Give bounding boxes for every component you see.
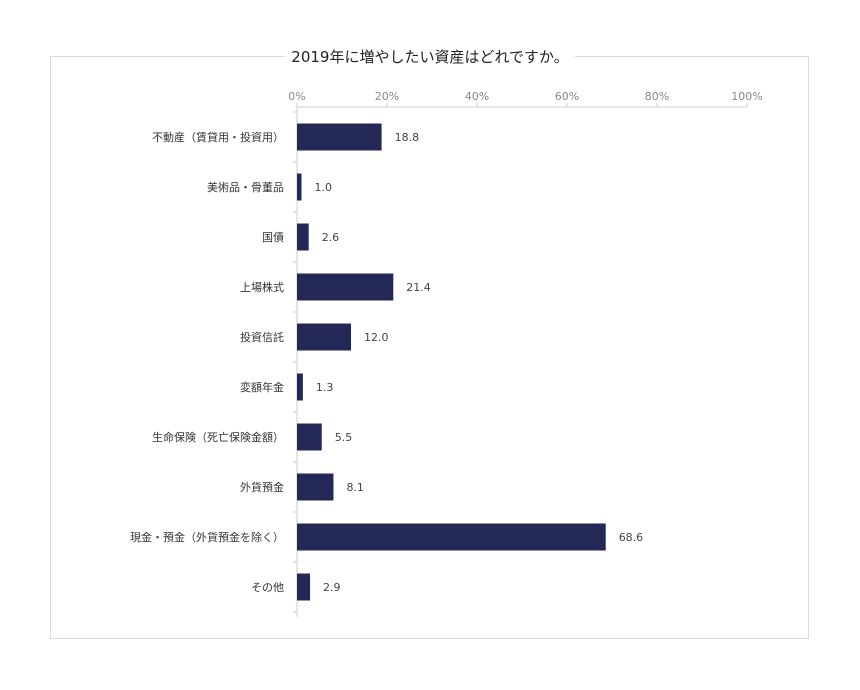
- data-label: 8.1: [346, 481, 364, 494]
- labels-layer: 不動産（賃貸用・投資用） 18.8 美術品・骨董品 1.0 国債 2.6 上場株式 21.4 投…: [130, 130, 643, 594]
- chart-title-text: 2019年に増やしたい資産はどれですか。: [285, 48, 575, 66]
- bars-layer: [297, 123, 606, 601]
- data-label: 2.6: [322, 231, 340, 244]
- bar: [297, 123, 382, 151]
- data-label: 21.4: [406, 281, 431, 294]
- x-tick-label: 0%: [288, 90, 305, 103]
- category-label: 投資信託: [240, 330, 284, 344]
- category-label: 外貨預金: [240, 480, 284, 494]
- axis-layer: 0% 20% 40% 60% 80% 100%: [288, 90, 763, 617]
- chart-title: 2019年に増やしたい資産はどれですか。: [0, 46, 860, 68]
- category-label: 不動産（賃貸用・投資用）: [152, 130, 284, 144]
- x-tick-label: 40%: [465, 90, 489, 103]
- x-tick-label: 100%: [731, 90, 762, 103]
- bar: [297, 223, 309, 251]
- data-label: 5.5: [335, 431, 353, 444]
- x-tick-label: 20%: [375, 90, 399, 103]
- category-label: 生命保険（死亡保険金額）: [152, 430, 284, 444]
- category-label: 美術品・骨董品: [207, 181, 284, 194]
- category-label: 上場株式: [240, 280, 284, 294]
- bar: [297, 473, 334, 501]
- bar: [297, 173, 302, 201]
- bar: [297, 273, 394, 301]
- data-label: 1.0: [315, 181, 333, 194]
- bar: [297, 523, 606, 551]
- bar: [297, 573, 311, 601]
- data-label: 18.8: [395, 131, 420, 144]
- x-tick-label: 60%: [555, 90, 579, 103]
- bar: [297, 373, 303, 401]
- category-label: その他: [251, 581, 284, 594]
- category-label: 国債: [262, 230, 284, 244]
- data-label: 2.9: [323, 581, 341, 594]
- x-tick-label: 80%: [645, 90, 669, 103]
- data-label: 12.0: [364, 331, 389, 344]
- category-label: 変額年金: [240, 380, 284, 394]
- bar: [297, 323, 351, 351]
- category-label: 現金・預金（外貨預金を除く）: [130, 530, 284, 544]
- bar: [297, 423, 322, 451]
- data-label: 1.3: [316, 381, 334, 394]
- data-label: 68.6: [619, 531, 644, 544]
